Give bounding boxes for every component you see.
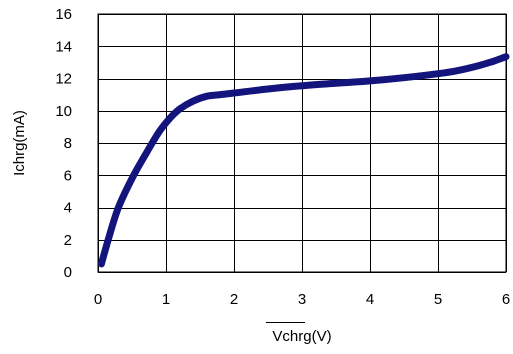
- x-tick-label: 0: [94, 291, 102, 308]
- x-tick-label: 4: [366, 291, 374, 308]
- x-tick-label: 3: [298, 291, 306, 308]
- x-tick-labels: 0 1 2 3 4 5 6: [94, 291, 510, 308]
- y-tick-label: 0: [64, 264, 72, 281]
- y-tick-label: 4: [64, 200, 72, 217]
- x-tick-label: 6: [502, 291, 510, 308]
- x-tick-label: 1: [162, 291, 170, 308]
- y-tick-label: 14: [55, 38, 72, 55]
- plot-frame: [97, 13, 507, 273]
- y-tick-label: 2: [64, 232, 72, 249]
- grid: [98, 14, 507, 273]
- x-tick-label: 2: [230, 291, 238, 308]
- series-line: [97, 53, 510, 268]
- y-tick-label: 12: [55, 71, 72, 88]
- x-axis-label: Vchrg(V): [272, 328, 331, 345]
- x-tick-label: 5: [434, 291, 442, 308]
- y-tick-labels: 0 2 4 6 8 10 12 14 16: [55, 6, 72, 281]
- y-axis-label: Ichrg(mA): [11, 110, 28, 176]
- y-tick-label: 8: [64, 135, 72, 152]
- y-tick-label: 16: [55, 6, 72, 23]
- y-tick-label: 6: [64, 167, 72, 184]
- y-tick-label: 10: [55, 103, 72, 120]
